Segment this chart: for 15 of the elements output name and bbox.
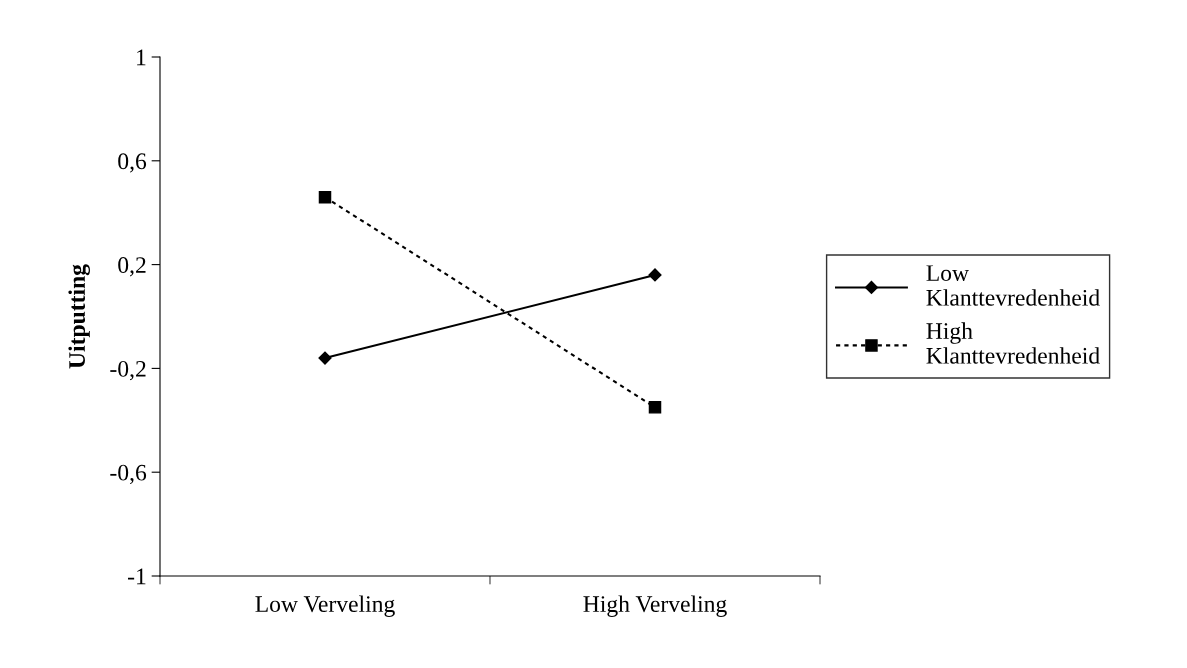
y-tick-label: -0,6 [110,464,147,485]
x-tick-label: High Verveling [583,595,727,617]
y-tick-label: 0,6 [118,153,147,173]
x-tick-label: Low Verveling [255,595,395,617]
legend-label: High Klanttevredenheid [926,322,1100,364]
point [318,190,332,204]
point [648,268,662,282]
legend-label: Low Klanttevredenheid [926,265,1100,306]
y-tick-label: -0,2 [110,360,146,381]
point [318,351,332,365]
y-axis-title: Uitputting [68,264,90,369]
y-tick-label: 1 [137,49,146,66]
point [648,401,662,414]
y-tick-label: -1 [128,568,146,585]
y-tick-label: 0,2 [118,257,146,277]
